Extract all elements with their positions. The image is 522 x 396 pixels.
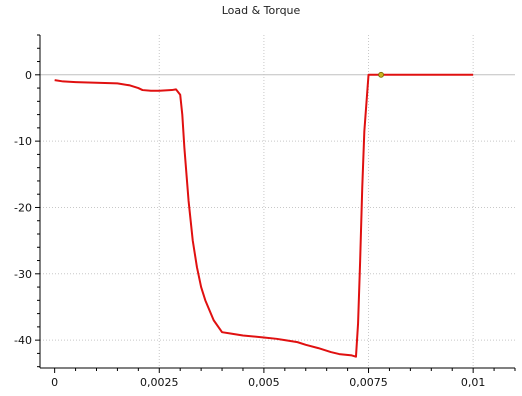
y-tick-label: 0 [25, 69, 32, 82]
y-tick-label: -30 [14, 268, 32, 281]
x-tick-label: 0 [51, 376, 58, 389]
x-tick-label: 0,0025 [140, 376, 179, 389]
grid [40, 35, 515, 368]
chart-title: Load & Torque [221, 4, 301, 17]
axes [35, 34, 516, 373]
y-tick-label: -20 [14, 201, 32, 214]
series-layer [54, 71, 474, 358]
x-tick-label: 0,01 [461, 376, 486, 389]
x-tick-label: 0,005 [248, 376, 280, 389]
y-tick-label: -10 [14, 135, 32, 148]
series-line [54, 73, 474, 358]
y-tick-label: -40 [14, 334, 32, 347]
x-tick-label: 0,0075 [349, 376, 388, 389]
data-point-marker [378, 71, 384, 78]
tick-labels: 0 -10 -20 -30 -40 0 0,0025 0,005 0,0075 0,01 [14, 69, 485, 389]
